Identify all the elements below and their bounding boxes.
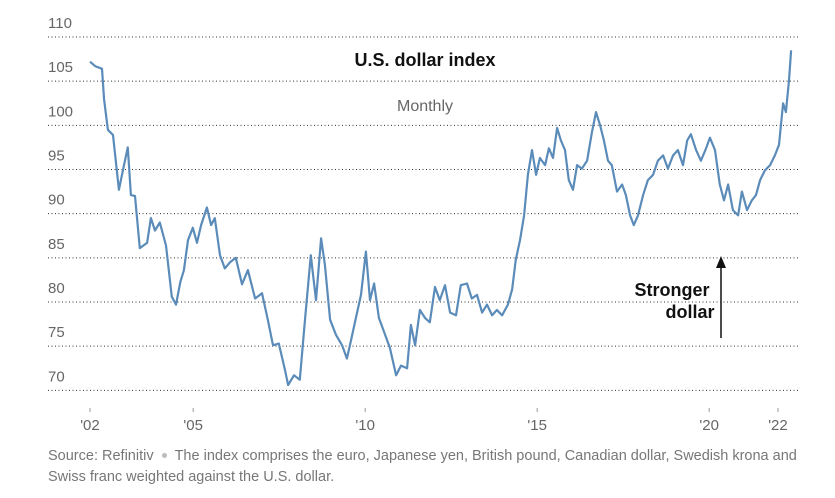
chart-subtitle: Monthly (397, 98, 453, 115)
arrow-head (716, 256, 726, 268)
x-tick-label: '02 (80, 417, 100, 434)
x-tick-label: '10 (355, 417, 375, 434)
footnote: Source: Refinitiv The index comprises the… (48, 446, 808, 488)
chart: U.S. dollar index Monthly Stronger dolla… (48, 15, 800, 434)
y-tick-label: 75 (48, 324, 65, 341)
y-tick-label: 110 (48, 15, 72, 32)
note: The index comprises the euro, Japanese y… (48, 448, 797, 485)
y-tick-label: 100 (48, 103, 73, 120)
x-tick-label: '20 (699, 417, 719, 434)
y-tick-label: 85 (48, 236, 65, 253)
x-tick-label: '05 (183, 417, 203, 434)
annotation-line: Stronger (634, 280, 709, 300)
separator (161, 453, 167, 458)
y-tick-label: 80 (48, 280, 65, 297)
chart-title: U.S. dollar index (354, 50, 495, 70)
x-tick-label: '22 (768, 417, 788, 434)
y-tick-label: 90 (48, 192, 65, 209)
y-tick-label: 105 (48, 59, 73, 76)
source: Source: Refinitiv (48, 448, 154, 464)
annotation-line: dollar (665, 302, 714, 322)
y-tick-label: 95 (48, 148, 65, 165)
y-tick-label: 70 (48, 368, 65, 385)
x-tick-label: '15 (527, 417, 547, 434)
data-line (89, 50, 793, 387)
